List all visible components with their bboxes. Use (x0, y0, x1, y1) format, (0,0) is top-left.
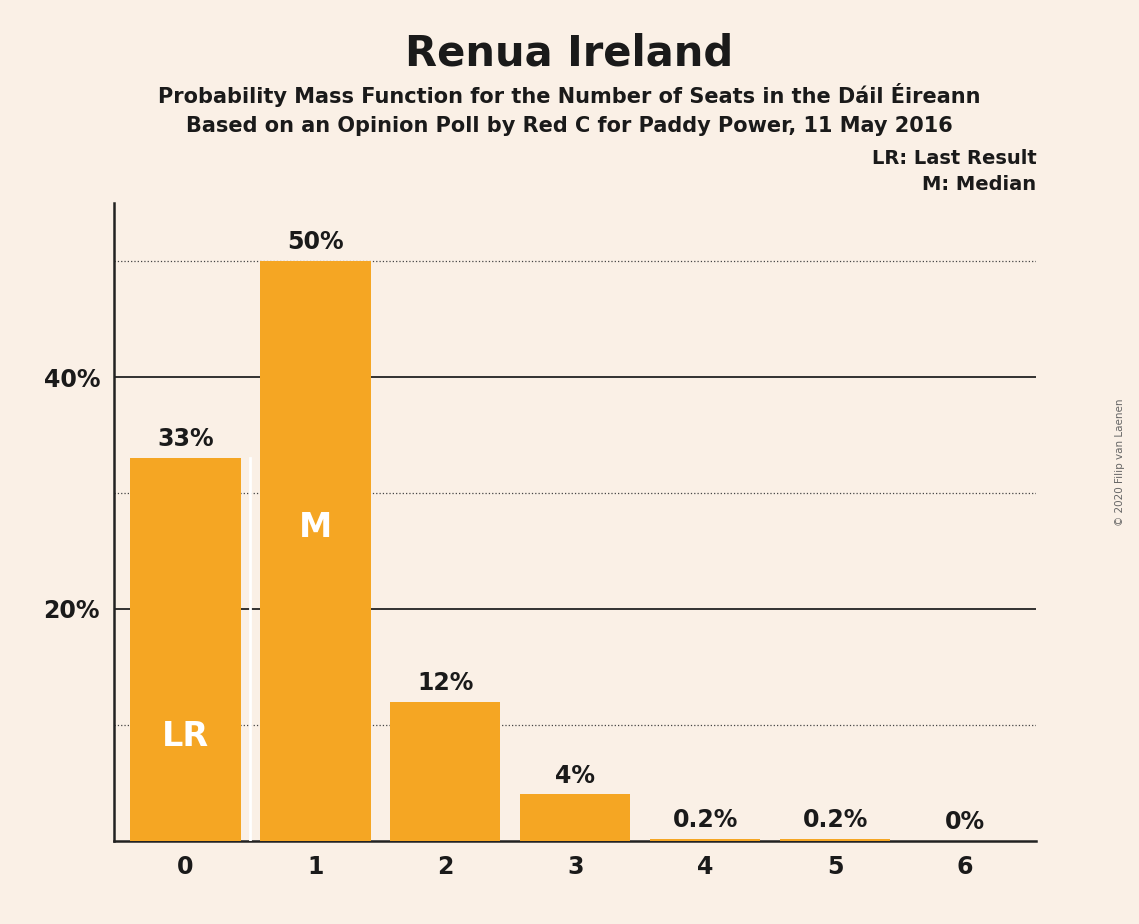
Text: M: Median: M: Median (923, 175, 1036, 194)
Bar (521, 795, 630, 841)
Bar (650, 838, 761, 841)
Text: 50%: 50% (287, 230, 344, 254)
Text: © 2020 Filip van Laenen: © 2020 Filip van Laenen (1115, 398, 1124, 526)
Text: 0.2%: 0.2% (672, 808, 738, 832)
Bar (390, 701, 500, 841)
Text: LR: LR (162, 720, 208, 753)
Text: Based on an Opinion Poll by Red C for Paddy Power, 11 May 2016: Based on an Opinion Poll by Red C for Pa… (186, 116, 953, 136)
Text: M: M (298, 511, 331, 544)
Text: 33%: 33% (157, 427, 214, 451)
Text: Probability Mass Function for the Number of Seats in the Dáil Éireann: Probability Mass Function for the Number… (158, 83, 981, 107)
Text: 4%: 4% (555, 763, 596, 787)
Text: 12%: 12% (417, 671, 474, 695)
Text: 0%: 0% (945, 809, 985, 833)
Bar (780, 838, 891, 841)
Text: Renua Ireland: Renua Ireland (405, 32, 734, 74)
Text: 0.2%: 0.2% (802, 808, 868, 832)
Bar (260, 261, 370, 841)
Text: LR: Last Result: LR: Last Result (871, 149, 1036, 168)
Bar (130, 458, 240, 841)
